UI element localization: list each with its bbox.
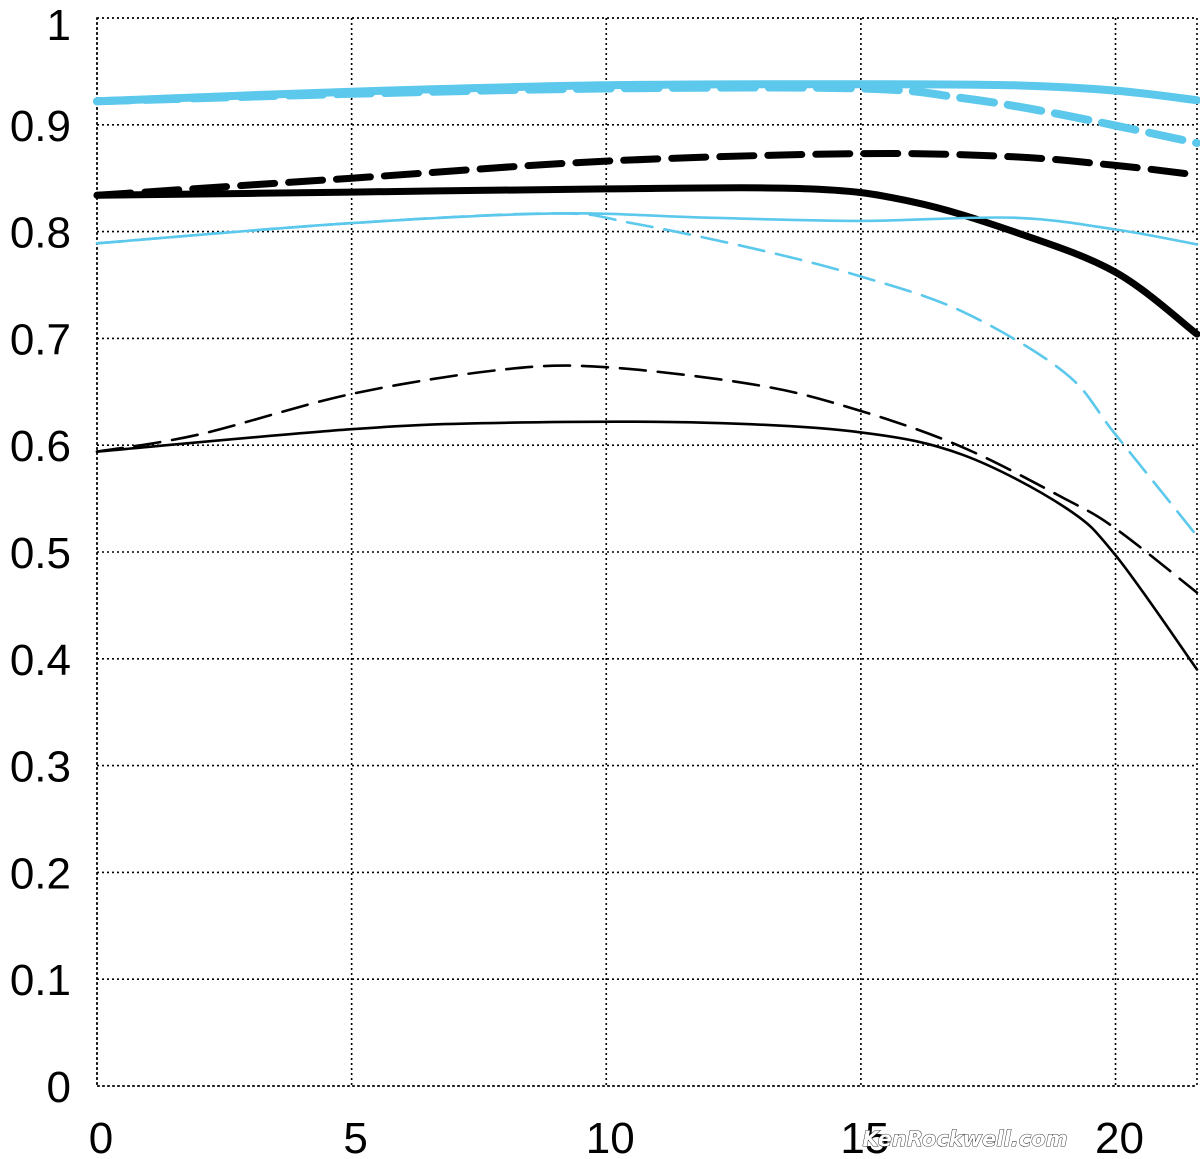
y-axis-tick-labels: 0 0.1 0.2 0.3 0.4 0.5 0.6 0.7 0.8 0.9 1 [10, 1, 71, 1112]
y-tick-label: 0.2 [10, 849, 71, 898]
series-layer [93, 80, 1200, 671]
x-axis-tick-labels: 0 5 10 15 20 [89, 1114, 1144, 1159]
y-tick-label: 0.1 [10, 956, 71, 1005]
series-line-2 [93, 184, 1200, 338]
y-tick-label: 1 [47, 1, 71, 50]
x-tick-label: 20 [1095, 1114, 1144, 1159]
series-line-1 [93, 83, 1200, 147]
grid [96, 17, 1198, 1087]
y-tick-label: 0.3 [10, 743, 71, 792]
series-line-7 [95, 364, 1199, 594]
x-tick-label: 0 [89, 1114, 113, 1159]
series-line-3 [93, 149, 1200, 199]
y-tick-label: 0.7 [10, 315, 71, 364]
x-tick-label: 10 [586, 1114, 635, 1159]
series-line-5 [95, 212, 1199, 538]
y-tick-label: 0.8 [10, 209, 71, 258]
y-tick-label: 0 [47, 1063, 71, 1112]
x-tick-label: 15 [840, 1114, 889, 1159]
x-tick-label: 5 [343, 1114, 367, 1159]
y-tick-label: 0.9 [10, 102, 71, 151]
y-tick-label: 0.6 [10, 422, 71, 471]
y-tick-label: 0.5 [10, 529, 71, 578]
watermark-text: KenRockwell.com [862, 1127, 1067, 1151]
series-line-6 [95, 420, 1199, 671]
y-tick-label: 0.4 [10, 636, 71, 685]
